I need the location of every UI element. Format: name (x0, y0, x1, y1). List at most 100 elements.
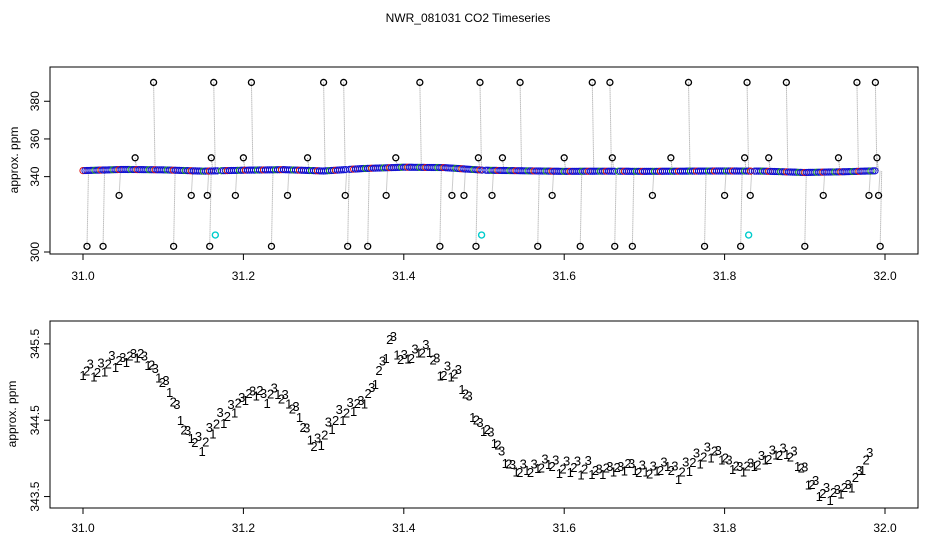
top-outlier-connector (190, 170, 194, 196)
bottom-digit-marker: 2 (711, 443, 718, 458)
bottom-digit-marker: 3 (87, 356, 94, 371)
bottom-digit-marker: 2 (354, 396, 361, 411)
top-outlier-point (606, 78, 614, 87)
bottom-digit-marker: 3 (422, 337, 429, 352)
top-outlier-point (628, 242, 637, 250)
bottom-digit-marker: 1 (567, 465, 574, 480)
bottom-digit-marker: 1 (491, 436, 498, 451)
bottom-x-tick-label: 32.0 (873, 521, 897, 535)
bottom-digit-marker: 2 (397, 352, 404, 367)
top-outlier-connector (724, 170, 727, 196)
top-outlier-point (534, 242, 542, 250)
bottom-digit-marker: 3 (563, 453, 570, 468)
bottom-digit-marker: 3 (487, 424, 494, 439)
bottom-digit-marker: 3 (444, 359, 451, 374)
bottom-digit-marker: 1 (253, 389, 260, 404)
top-outlier-point (392, 154, 400, 162)
top-outlier-connector (856, 82, 859, 172)
bottom-digit-marker: 3 (693, 446, 700, 461)
bottom-digit-marker: 2 (635, 465, 642, 480)
top-outlier-connector (206, 171, 210, 196)
top-y-tick-label: 300 (28, 242, 42, 262)
top-outlier-connector (250, 82, 254, 171)
top-outlier-point (187, 191, 195, 200)
top-outlier-point (819, 191, 827, 200)
bottom-digit-marker: 3 (314, 431, 321, 446)
top-outlier-point (736, 242, 745, 250)
top-outlier-connector (876, 157, 879, 171)
bottom-digit-marker: 1 (155, 370, 162, 385)
top-outlier-point (247, 78, 256, 87)
top-outlier-connector (323, 82, 326, 171)
bottom-digit-marker: 2 (170, 395, 177, 410)
bottom-digit-marker: 1 (816, 489, 823, 504)
bottom-digit-marker: 1 (675, 472, 682, 487)
bottom-digit-marker: 2 (462, 387, 469, 402)
bottom-digit-marker: 3 (509, 457, 516, 472)
top-outlier-connector (611, 157, 615, 172)
top-outlier-point (210, 78, 218, 87)
bottom-digit-marker: 1 (502, 456, 509, 471)
top-outlier-point (436, 242, 444, 250)
bottom-digit-marker: 3 (97, 355, 104, 370)
top-flagged-point (744, 231, 753, 239)
bottom-digit-marker: 2 (473, 412, 480, 427)
top-outlier-point (239, 154, 248, 162)
top-outlier-connector (878, 170, 881, 196)
top-outlier-point (743, 78, 751, 87)
bottom-digit-marker: 3 (650, 459, 657, 474)
bottom-digit-marker: 2 (549, 459, 556, 474)
top-outlier-point (476, 78, 484, 87)
bottom-digit-marker: 1 (361, 397, 368, 412)
bottom-digit-marker: 1 (523, 463, 530, 478)
bottom-digit-marker: 3 (769, 442, 776, 457)
top-outlier-point (667, 154, 675, 162)
top-outlier-connector (209, 171, 212, 247)
bottom-digit-marker: 2 (148, 357, 155, 372)
bottom-digit-marker: 3 (595, 462, 602, 477)
top-outlier-point (83, 242, 91, 250)
top-outlier-connector (591, 82, 595, 172)
bottom-digit-marker: 3 (238, 390, 245, 405)
bottom-digit-marker: 1 (512, 465, 519, 480)
top-outlier-connector (744, 157, 747, 172)
bottom-digit-marker: 1 (177, 413, 184, 428)
top-outlier-connector (153, 82, 156, 170)
bottom-y-axis: 343.5 344.5 345.5 (28, 329, 50, 512)
top-x-tick-label: 32.0 (873, 269, 897, 283)
bottom-digit-marker: 3 (476, 415, 483, 430)
bottom-digit-marker: 1 (415, 346, 422, 361)
top-outlier-points (83, 78, 884, 250)
bottom-digit-marker: 2 (245, 386, 252, 401)
top-outlier-connector (519, 82, 523, 171)
bottom-digit-marker: 1 (90, 370, 97, 385)
bottom-digit-marker: 3 (671, 459, 678, 474)
bottom-digit-marker: 1 (794, 459, 801, 474)
bottom-digit-marker: 1 (123, 355, 130, 370)
bottom-digit-marker: 1 (534, 461, 541, 476)
top-outlier-connector (670, 157, 673, 172)
top-outlier-connector (651, 171, 655, 196)
bottom-digit-marker: 3 (541, 452, 548, 467)
top-outlier-connector (344, 169, 348, 196)
bottom-digit-marker: 1 (859, 463, 866, 478)
bottom-x-tick-label: 31.4 (392, 521, 416, 535)
bottom-digit-marker: 1 (697, 456, 704, 471)
top-outlier-connector (563, 157, 567, 172)
top-baseline-point (209, 167, 217, 175)
top-outlier-connector (491, 170, 495, 196)
top-outlier-point (283, 191, 292, 200)
bottom-digit-marker: 2 (278, 391, 285, 406)
bottom-digit-marker: 2 (852, 470, 859, 485)
bottom-digit-marker: 1 (545, 457, 552, 472)
top-outlier-point (720, 191, 729, 200)
top-outlier-point (231, 191, 240, 200)
bottom-digit-marker: 3 (520, 457, 527, 472)
bottom-digit-marker: 1 (599, 467, 606, 482)
top-outlier-point (700, 242, 709, 250)
top-outlier-connector (118, 169, 122, 196)
bottom-digit-marker: 2 (321, 427, 328, 442)
bottom-digit-marker: 2 (841, 480, 848, 495)
bottom-y-tick-label: 344.5 (28, 405, 42, 435)
top-outlier-point (871, 78, 880, 87)
